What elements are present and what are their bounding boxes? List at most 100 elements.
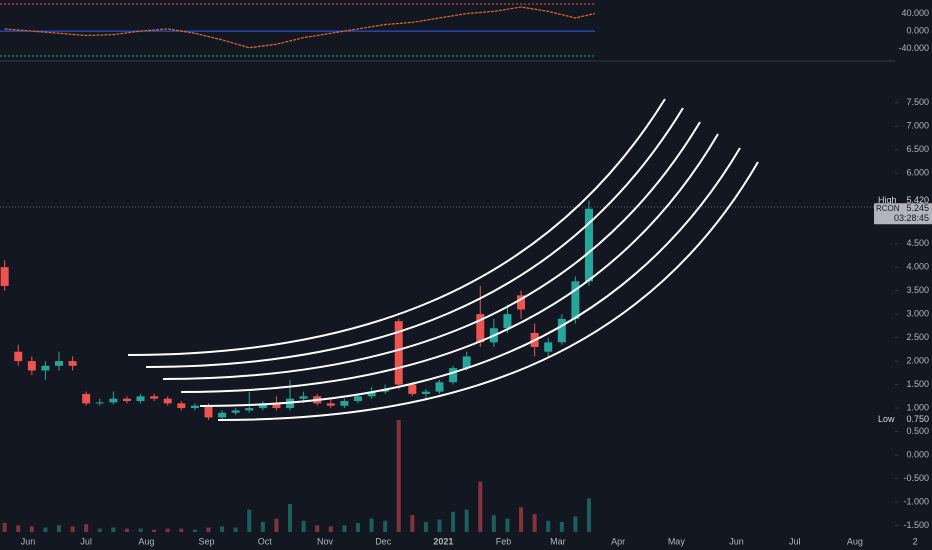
candle-body [326, 403, 335, 406]
candle-body [150, 396, 159, 399]
osc-tick-label: -40.000 [898, 43, 929, 53]
time-axis [0, 532, 932, 550]
volume-bar [43, 527, 48, 532]
low-label: Low [878, 414, 895, 424]
candle-body [190, 405, 199, 409]
y-tick-label: 7.500 [906, 97, 929, 107]
volume-bar [369, 518, 374, 532]
candle-body [272, 403, 281, 409]
candle-body [258, 403, 267, 409]
volume-bar [546, 520, 551, 532]
volume-bar [410, 515, 415, 532]
volume-bar [16, 525, 21, 532]
candle-body [245, 408, 254, 411]
candle-body [340, 401, 349, 406]
x-tick-label: Mar [550, 536, 566, 546]
y-tick-label: 0.000 [906, 449, 929, 459]
candle-body [163, 398, 172, 404]
volume-bar [342, 525, 347, 532]
volume-bar [2, 523, 7, 532]
volume-bar [29, 526, 34, 532]
volume-bar [179, 528, 184, 532]
candle-body [231, 410, 240, 413]
volume-bar [464, 509, 469, 532]
volume-bar [288, 504, 293, 532]
y-tick-label: 4.500 [906, 238, 929, 248]
x-tick-label: 2021 [433, 536, 453, 546]
volume-bar [247, 509, 252, 532]
candle-body [0, 267, 9, 286]
volume-bar [274, 518, 279, 532]
volume-bar [84, 524, 89, 532]
candle-body [204, 405, 213, 418]
volume-bar [260, 521, 265, 532]
y-tick-label: -0.500 [903, 473, 929, 483]
candle-body [517, 295, 526, 310]
volume-bar [206, 527, 211, 532]
candle-body [109, 398, 118, 403]
volume-bar [138, 528, 143, 532]
candle-body [394, 321, 403, 385]
volume-bar [111, 527, 116, 532]
x-tick-label: Aug [138, 536, 154, 546]
x-tick-label: 2 [913, 536, 918, 546]
low-value: 0.750 [906, 414, 929, 424]
last-badge [874, 203, 932, 225]
candle-body [122, 398, 131, 402]
volume-bar [233, 527, 238, 532]
x-tick-label: Dec [375, 536, 392, 546]
y-tick-label: 1.000 [906, 402, 929, 412]
x-tick-label: Jul [80, 536, 92, 546]
candle-body [476, 314, 485, 343]
x-tick-label: Jun [729, 536, 744, 546]
volume-bar [451, 511, 456, 532]
candle-body [421, 391, 430, 394]
volume-bar [152, 529, 157, 532]
arc [180, 133, 719, 393]
volume-bar [192, 529, 197, 532]
x-tick-label: Nov [317, 536, 334, 546]
volume-bar [220, 526, 225, 532]
arc [145, 107, 684, 368]
y-tick-label: -1.500 [903, 520, 929, 530]
y-tick-label: 3.500 [906, 285, 929, 295]
candle-body [462, 356, 471, 369]
volume-bar [70, 526, 75, 532]
countdown: 03:28:45 [894, 213, 929, 223]
candle-body [571, 281, 580, 319]
x-tick-label: Apr [611, 536, 625, 546]
volume-bar [315, 525, 320, 532]
y-tick-label: 2.000 [906, 355, 929, 365]
volume-bar [57, 525, 62, 532]
candle-body [177, 403, 186, 409]
candle-body [14, 351, 23, 362]
candle-body [299, 396, 308, 399]
x-tick-label: Aug [847, 536, 863, 546]
x-tick-label: Jul [789, 536, 801, 546]
candle-body [557, 318, 566, 343]
candle-body [95, 402, 104, 404]
volume-bar [532, 514, 537, 532]
y-tick-label: 3.000 [906, 309, 929, 319]
candle-body [408, 384, 417, 394]
volume-bar [396, 420, 401, 532]
symbol-label: RCON [876, 204, 900, 213]
volume-bar [355, 523, 360, 532]
y-tick-label: 6.000 [906, 168, 929, 178]
high-label: High [878, 195, 897, 205]
candle-body [435, 382, 444, 392]
high-value: 5.420 [906, 195, 929, 205]
x-tick-label: Sep [199, 536, 215, 546]
y-tick-label: 2.500 [906, 332, 929, 342]
drawing-arcs [127, 98, 759, 421]
volume-bar [559, 521, 564, 532]
candle-body [41, 365, 50, 371]
volume-bar [165, 528, 170, 532]
volume-bar [478, 481, 483, 532]
volume-bar [383, 520, 388, 532]
volume-bar [437, 519, 442, 532]
volume-bar [505, 518, 510, 532]
arc [162, 121, 701, 380]
x-tick-label: May [668, 536, 686, 546]
osc-tick-label: 0.000 [906, 25, 929, 35]
